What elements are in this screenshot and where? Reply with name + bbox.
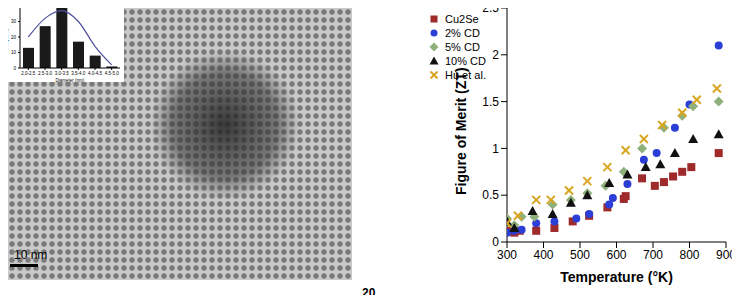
- svg-text:30: 30: [11, 19, 17, 24]
- svg-text:0.5: 0.5: [482, 188, 499, 202]
- svg-text:0: 0: [492, 235, 499, 249]
- svg-text:0: 0: [13, 66, 16, 71]
- svg-text:700: 700: [643, 248, 663, 262]
- svg-text:20: 20: [11, 35, 17, 40]
- svg-text:40: 40: [11, 8, 17, 9]
- svg-text:2.0-2.5: 2.0-2.5: [21, 71, 36, 76]
- svg-text:2: 2: [492, 48, 499, 62]
- svg-text:3.5-4.0: 3.5-4.0: [71, 71, 86, 76]
- svg-text:Temperature (°K): Temperature (°K): [560, 269, 673, 285]
- svg-text:10: 10: [11, 50, 17, 55]
- svg-text:800: 800: [679, 248, 699, 262]
- svg-text:3.0-3.5: 3.0-3.5: [55, 71, 70, 76]
- svg-text:Frequency: Frequency: [8, 27, 9, 49]
- svg-text:Figure of Merit (ZT): Figure of Merit (ZT): [453, 67, 469, 195]
- svg-text:1.5: 1.5: [482, 95, 499, 109]
- svg-text:300: 300: [497, 248, 517, 262]
- svg-text:500: 500: [570, 248, 590, 262]
- svg-text:2.5: 2.5: [482, 8, 499, 15]
- svg-text:4.5-5.0: 4.5-5.0: [105, 71, 120, 76]
- svg-text:4.0-4.5: 4.0-4.5: [88, 71, 103, 76]
- svg-text:600: 600: [606, 248, 626, 262]
- svg-text:400: 400: [533, 248, 553, 262]
- svg-text:2.5-3.0: 2.5-3.0: [38, 71, 53, 76]
- svg-text:Diameter (nm): Diameter (nm): [56, 78, 85, 82]
- svg-text:900: 900: [716, 248, 732, 262]
- svg-text:1: 1: [492, 142, 499, 156]
